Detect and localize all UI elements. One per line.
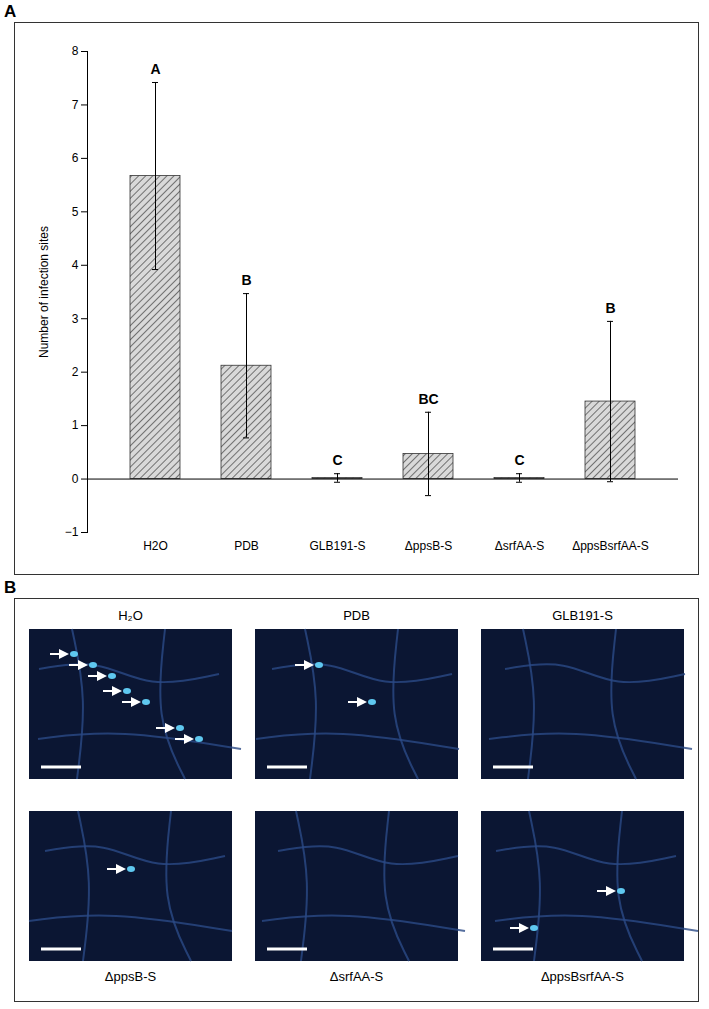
html-text:A: A bbox=[4, 2, 17, 21]
svg-text:0: 0 bbox=[72, 472, 79, 486]
svg-text:PDB: PDB bbox=[343, 608, 370, 623]
svg-text:2: 2 bbox=[72, 365, 79, 379]
svg-text:C: C bbox=[332, 452, 342, 468]
svg-text:1: 1 bbox=[72, 418, 79, 432]
svg-text:A: A bbox=[150, 61, 160, 77]
svg-text:GLB191-S: GLB191-S bbox=[309, 539, 365, 553]
svg-text:PDB: PDB bbox=[234, 539, 259, 553]
svg-text:6: 6 bbox=[72, 151, 79, 165]
svg-text:ΔppsB-S: ΔppsB-S bbox=[105, 969, 157, 984]
svg-text:−1: −1 bbox=[65, 525, 79, 539]
svg-text:ΔppsB-S: ΔppsB-S bbox=[405, 539, 452, 553]
svg-text:8: 8 bbox=[72, 44, 79, 58]
svg-text:ΔppsBsrfAA-S: ΔppsBsrfAA-S bbox=[541, 969, 624, 984]
html-text:B: B bbox=[4, 578, 17, 597]
svg-text:4: 4 bbox=[72, 258, 79, 272]
svg-text:BC: BC bbox=[418, 391, 438, 407]
svg-text:H2O: H2O bbox=[143, 539, 168, 553]
svg-text:ΔsrfAA-S: ΔsrfAA-S bbox=[330, 969, 384, 984]
svg-text:ΔppsBsrfAA-S: ΔppsBsrfAA-S bbox=[572, 539, 649, 553]
svg-text:5: 5 bbox=[72, 205, 79, 219]
svg-text:B: B bbox=[241, 272, 251, 288]
svg-text:ΔsrfAA-S: ΔsrfAA-S bbox=[495, 539, 544, 553]
svg-text:3: 3 bbox=[72, 312, 79, 326]
svg-text:C: C bbox=[514, 452, 524, 468]
svg-text:Number of infection sites: Number of infection sites bbox=[37, 226, 51, 358]
svg-text:7: 7 bbox=[72, 98, 79, 112]
svg-text:B: B bbox=[605, 300, 615, 316]
svg-text:H₂O: H₂O bbox=[118, 608, 143, 623]
svg-text:GLB191-S: GLB191-S bbox=[552, 608, 613, 623]
